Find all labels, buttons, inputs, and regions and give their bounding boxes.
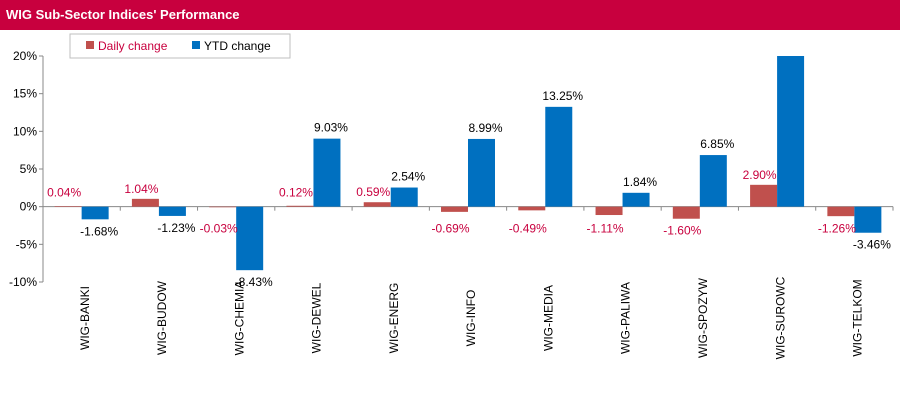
bar-ytd-change: [390, 187, 418, 207]
bar-ytd-change: [622, 192, 650, 207]
bar-daily-change: [209, 206, 237, 208]
bar-daily-change: [286, 205, 314, 207]
bar-ytd-change: [313, 138, 341, 207]
legend-box: [69, 33, 291, 59]
data-label-daily: 0.12%: [279, 186, 313, 200]
data-label-daily: -1.26%: [818, 222, 856, 236]
bar-ytd-change: [777, 56, 805, 207]
bar-daily-change: [131, 198, 159, 207]
bar-ytd-change: [699, 155, 727, 207]
bar-ytd-change: [236, 206, 264, 271]
legend-label-daily: Daily change: [98, 39, 168, 53]
y-tick-label: -5%: [16, 237, 38, 251]
data-label-daily: 0.04%: [47, 186, 81, 200]
y-tick-label: -10%: [9, 275, 37, 289]
data-label-daily: -1.60%: [663, 224, 701, 238]
bar-daily-change: [441, 206, 468, 212]
data-label-daily: -0.49%: [509, 222, 547, 236]
x-category-label: WIG-SUROWC: [773, 276, 787, 359]
data-label-ytd: 8.99%: [468, 121, 502, 135]
legend-swatch-ytd: [192, 41, 200, 49]
data-label-daily: 0.59%: [356, 185, 390, 199]
bar-daily-change: [363, 202, 391, 207]
data-label-ytd: 1.84%: [623, 175, 657, 189]
y-tick-label: 15%: [13, 87, 37, 101]
bar-ytd-change: [854, 206, 882, 233]
legend-label-ytd: YTD change: [204, 39, 271, 53]
x-category-label: WIG-DEWEL: [310, 282, 324, 353]
data-label-ytd: -3.46%: [853, 238, 891, 252]
bar-daily-change: [827, 206, 855, 217]
y-tick-label: 5%: [20, 162, 38, 176]
bar-daily-change: [518, 206, 546, 211]
y-tick-label: 0%: [20, 200, 38, 214]
bar-ytd-change: [158, 206, 186, 216]
data-label-daily: 1.04%: [124, 182, 158, 196]
x-category-label: WIG-ENERG: [387, 283, 401, 354]
bar-ytd-change: [545, 106, 573, 207]
x-category-label: WIG-TELKOM: [851, 279, 865, 356]
x-category-label: WIG-BUDOW: [155, 280, 169, 355]
y-tick-label: 20%: [13, 49, 37, 63]
data-label-daily: -0.03%: [200, 222, 238, 236]
data-label-ytd: 9.03%: [314, 121, 348, 135]
x-category-label: WIG-INFO: [464, 290, 478, 347]
data-label-ytd: 2.54%: [391, 170, 425, 184]
bar-daily-change: [750, 184, 778, 207]
data-label-ytd: -1.23%: [157, 221, 195, 235]
data-label-daily: -1.11%: [586, 222, 623, 236]
x-category-label: WIG-BANKI: [78, 286, 92, 350]
bar-daily-change: [54, 206, 82, 207]
chart-title: WIG Sub-Sector Indices' Performance: [6, 7, 240, 22]
data-label-daily: 2.90%: [743, 168, 777, 182]
x-category-label: WIG-MEDIA: [541, 285, 555, 351]
bar-daily-change: [595, 206, 623, 216]
x-category-label: WIG-PALIWA: [619, 282, 633, 354]
data-label-ytd: 13.25%: [542, 89, 583, 103]
x-category-label: WIG-SPOZYW: [696, 277, 710, 358]
chart-title-bar: WIG Sub-Sector Indices' Performance: [0, 0, 900, 30]
data-label-ytd: -8.43%: [235, 275, 273, 289]
bar-ytd-change: [81, 206, 109, 220]
data-label-daily: -0.69%: [431, 222, 469, 236]
bar-ytd-change: [468, 138, 495, 207]
x-category-label: WIG-CHEMIA: [232, 281, 246, 356]
bar-daily-change: [672, 206, 700, 219]
data-label-ytd: 6.85%: [700, 137, 734, 151]
legend-swatch-daily: [86, 41, 94, 49]
data-label-ytd: -1.68%: [80, 224, 118, 238]
y-tick-label: 10%: [13, 124, 37, 138]
